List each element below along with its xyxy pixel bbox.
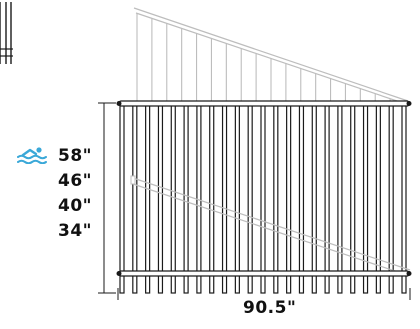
picket <box>260 103 266 294</box>
adjacent-panel-fragment <box>0 2 13 64</box>
dimension-lines <box>98 102 411 300</box>
picket <box>350 103 356 294</box>
picket <box>247 103 253 294</box>
picket <box>362 103 369 294</box>
height-option-2: 46" <box>58 171 93 191</box>
rail-end-cap <box>406 101 412 106</box>
picket <box>183 103 189 294</box>
racked-panel-outline <box>133 7 409 105</box>
picket <box>145 103 151 294</box>
height-option-1: 58" <box>58 146 93 166</box>
picket <box>132 103 138 294</box>
picket <box>286 103 292 294</box>
top-rail <box>118 100 410 107</box>
picket <box>273 103 279 294</box>
picket <box>157 103 164 294</box>
racked-rail-end <box>130 175 136 185</box>
picket <box>234 103 240 294</box>
picket <box>298 103 305 294</box>
height-option-4: 34" <box>58 221 93 241</box>
fence-rails <box>116 100 412 277</box>
picket <box>209 103 215 294</box>
racked-top-rail <box>133 7 409 102</box>
bottom-rail <box>118 270 410 277</box>
racked-bottom-rail <box>132 183 405 275</box>
picket <box>119 103 125 294</box>
swimming-pool-icon <box>17 147 47 164</box>
height-option-3: 40" <box>58 196 93 216</box>
picket <box>324 103 330 294</box>
racked-bottom-rail <box>132 177 411 271</box>
racked-panel-lower-outline <box>130 175 411 275</box>
panel-width-label: 90.5" <box>243 298 297 318</box>
picket <box>337 103 343 294</box>
picket <box>311 103 317 294</box>
picket <box>196 103 202 294</box>
rail-end-cap <box>116 271 122 276</box>
picket <box>221 103 228 294</box>
rail-end-cap <box>116 101 122 106</box>
picket <box>170 103 176 294</box>
picket <box>401 103 407 294</box>
fence-pickets <box>119 103 407 294</box>
rail-end-cap <box>406 271 412 276</box>
